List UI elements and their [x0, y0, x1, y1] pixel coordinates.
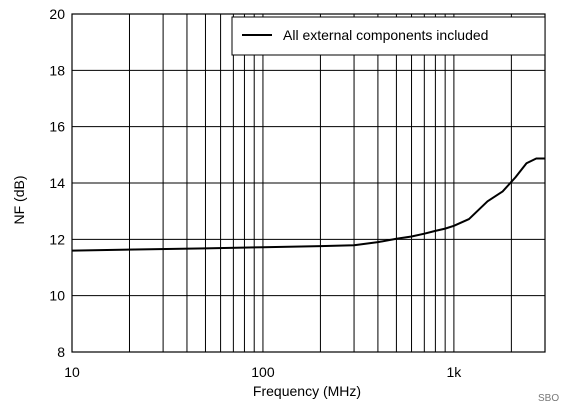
legend-box [231, 16, 546, 56]
y-tick-label: 20 [49, 6, 65, 22]
x-axis-title: Frequency (MHz) [253, 383, 361, 399]
y-tick-label: 12 [49, 231, 65, 247]
plot-border [71, 13, 546, 353]
y-tick-label: 14 [49, 175, 65, 191]
series-line-0 [71, 157, 545, 252]
y-tick-label: 18 [49, 62, 65, 78]
legend-label: All external components included [283, 27, 488, 43]
plot-frame [71, 13, 546, 353]
grid-lines [72, 14, 545, 352]
series-layer [71, 157, 545, 252]
y-tick-label: 8 [57, 344, 65, 360]
footer-code: SBO [538, 393, 559, 404]
legend: All external components included [231, 16, 546, 56]
x-tick-labels: 10 100 1k [64, 364, 462, 380]
x-tick-label: 10 [64, 364, 80, 380]
y-tick-label: 16 [49, 119, 65, 135]
x-tick-label: 100 [251, 364, 275, 380]
y-axis-title: NF (dB) [11, 176, 27, 225]
y-tick-label: 10 [49, 288, 65, 304]
y-tick-labels: 8 10 12 14 16 18 20 [49, 6, 65, 360]
x-tick-label: 1k [446, 364, 462, 380]
